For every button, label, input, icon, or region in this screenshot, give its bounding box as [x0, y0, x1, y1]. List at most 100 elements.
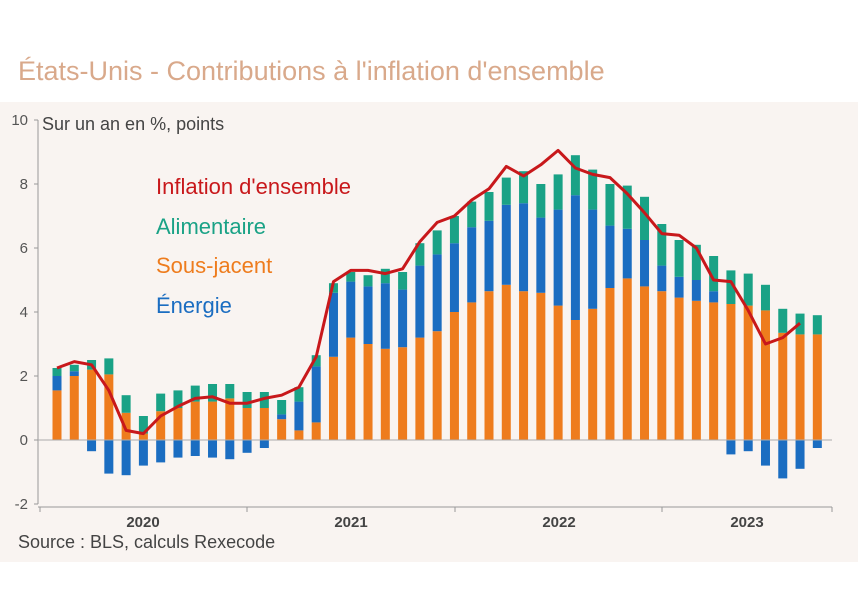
bar-energy — [501, 204, 511, 285]
bar-food — [674, 240, 684, 277]
bar-energy — [415, 265, 425, 338]
bar-energy — [570, 195, 580, 320]
bar-food — [760, 284, 770, 311]
bar-energy — [640, 240, 650, 287]
bar-core — [519, 291, 529, 440]
bar-food — [536, 184, 546, 218]
bar-food — [501, 177, 511, 205]
bar-energy — [190, 440, 200, 456]
bar-energy — [242, 440, 252, 453]
bar-food — [380, 268, 390, 284]
bar-energy — [225, 440, 235, 460]
bar-food — [225, 384, 235, 399]
bar-energy — [52, 376, 62, 391]
bar-core — [104, 374, 114, 440]
bar-core — [622, 278, 632, 440]
bar-energy — [709, 291, 719, 303]
bar-core — [588, 308, 598, 440]
bar-energy — [363, 286, 373, 344]
bar-energy — [588, 209, 598, 309]
bar-core — [536, 292, 546, 440]
bar-energy — [449, 243, 459, 312]
bar-core — [173, 408, 183, 440]
headline-line-layer — [56, 148, 801, 436]
bar-core — [156, 411, 166, 440]
bar-food — [778, 308, 788, 333]
bar-core — [553, 305, 563, 440]
bar-energy — [398, 289, 408, 348]
bar-core — [363, 344, 373, 440]
bar-core — [208, 401, 218, 440]
bar-core — [484, 291, 494, 440]
bar-food — [709, 256, 719, 292]
bar-food — [52, 368, 62, 376]
bar-core — [605, 288, 615, 440]
bar-core — [311, 422, 321, 440]
bar-food — [570, 155, 580, 196]
bar-food — [156, 393, 166, 412]
bar-food — [553, 174, 563, 210]
bar-food — [588, 169, 598, 210]
bar-core — [87, 369, 97, 440]
bar-energy — [691, 280, 701, 301]
y-tick-label: 2 — [20, 368, 28, 385]
bar-food — [311, 355, 321, 367]
bar-food — [173, 390, 183, 408]
bar-core — [380, 348, 390, 440]
bar-core — [52, 390, 62, 440]
source-note: Source : BLS, calculs Rexecode — [18, 532, 276, 552]
bar-energy — [311, 366, 321, 423]
bar-energy — [812, 440, 822, 448]
bar-energy — [726, 440, 736, 455]
bar-food — [467, 201, 477, 228]
bar-energy — [778, 440, 788, 479]
bar-food — [657, 224, 667, 266]
bar-core — [778, 332, 788, 440]
bar-energy — [484, 220, 494, 292]
bar-core — [812, 334, 822, 440]
bar-energy — [536, 217, 546, 293]
bar-core — [570, 320, 580, 440]
bar-energy — [605, 225, 615, 288]
axes-layer: -2 0 2 4 6 8 10 2020 2021 2022 2023 — [11, 112, 833, 531]
bar-food — [432, 230, 442, 255]
bar-core — [640, 286, 650, 440]
bar-food — [121, 395, 131, 413]
bar-core — [501, 284, 511, 440]
bar-core — [138, 433, 148, 440]
bar-energy — [104, 440, 114, 474]
legend-food: Alimentaire — [156, 214, 266, 239]
bar-energy — [121, 440, 131, 476]
x-tick-label: 2021 — [334, 514, 367, 531]
bar-food — [726, 270, 736, 304]
bar-core — [674, 297, 684, 440]
bar-energy — [760, 440, 770, 466]
bar-food — [190, 385, 200, 402]
bar-food — [138, 416, 148, 434]
bar-food — [743, 273, 753, 306]
bar-core — [432, 331, 442, 440]
headline-line — [56, 148, 801, 436]
bar-energy — [674, 276, 684, 298]
bar-energy — [553, 209, 563, 306]
bar-core — [726, 304, 736, 440]
bar-energy — [138, 440, 148, 466]
bar-core — [294, 430, 304, 440]
legend-energy: Énergie — [156, 293, 232, 318]
bar-core — [709, 302, 719, 440]
bar-core — [760, 310, 770, 440]
bar-food — [259, 392, 269, 408]
bar-core — [743, 305, 753, 440]
bar-core — [190, 401, 200, 440]
bar-core — [691, 300, 701, 440]
bar-energy — [380, 283, 390, 349]
y-tick-label: 6 — [20, 240, 28, 257]
y-tick-label: 10 — [11, 112, 28, 129]
bar-food — [605, 184, 615, 226]
bar-food — [242, 392, 252, 408]
bar-food — [449, 216, 459, 244]
bar-food — [104, 358, 114, 375]
bar-core — [242, 408, 252, 440]
bar-food — [346, 272, 356, 282]
bar-core — [467, 302, 477, 440]
